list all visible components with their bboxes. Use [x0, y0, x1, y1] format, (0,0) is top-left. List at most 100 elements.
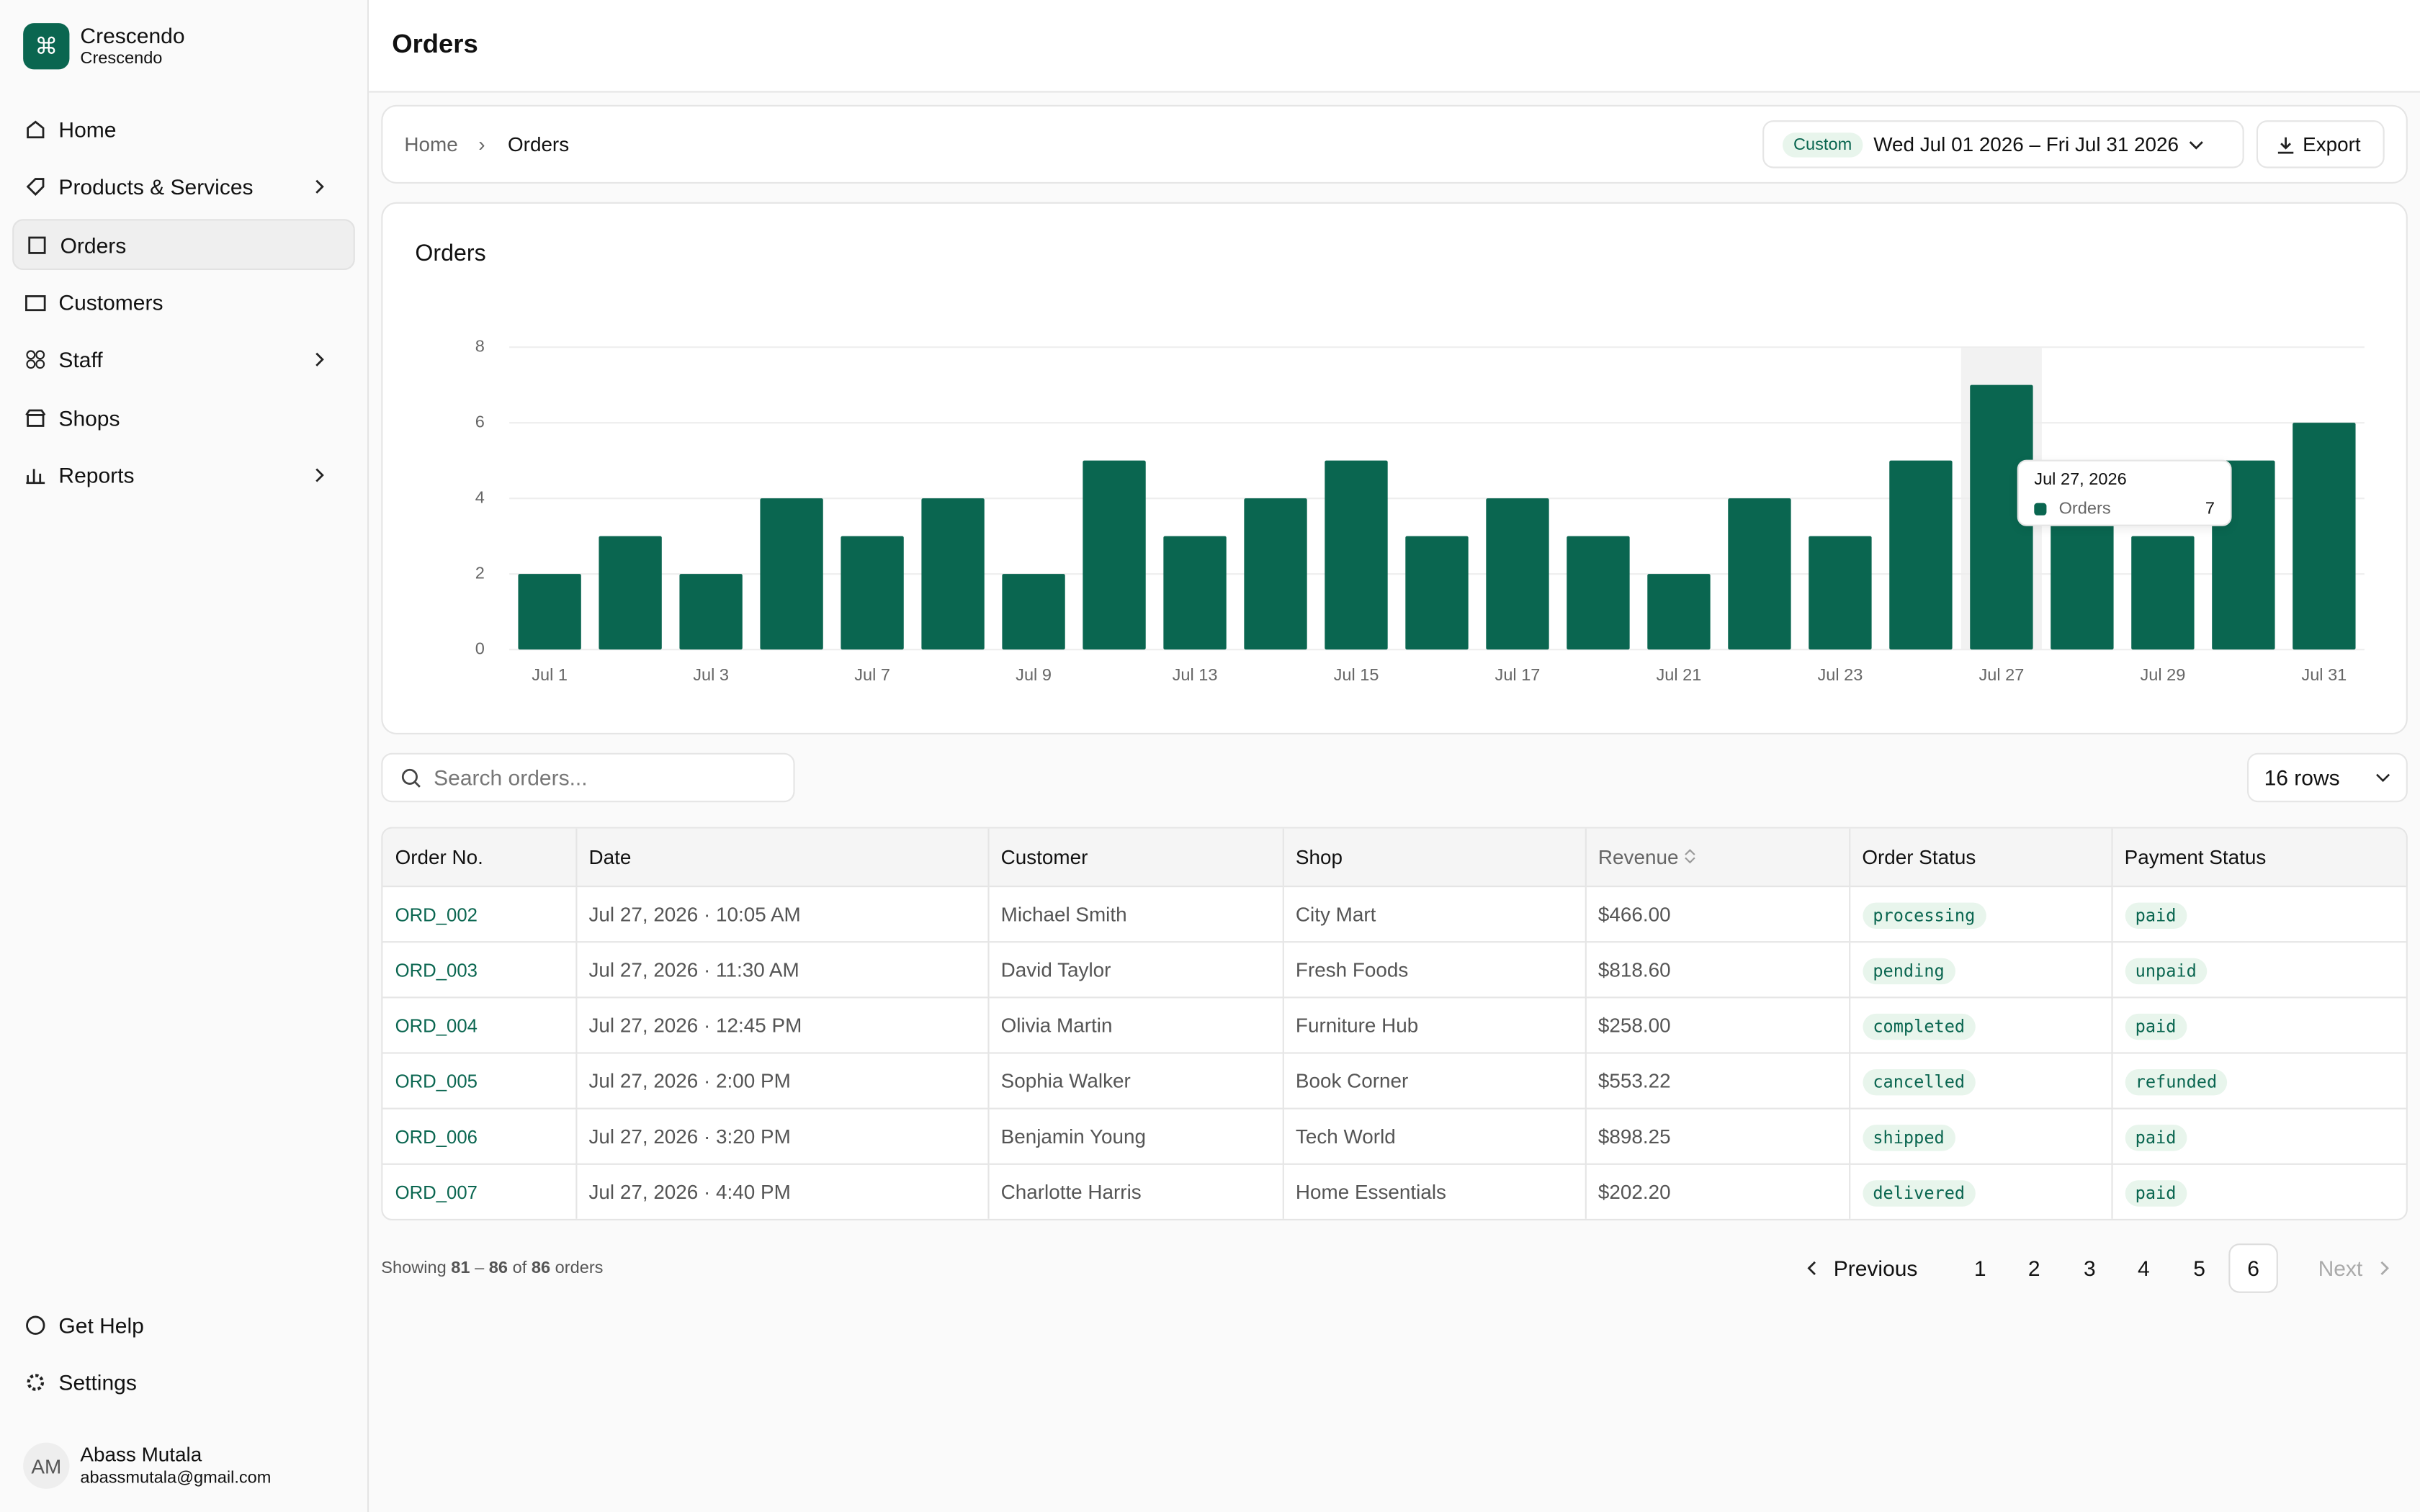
- tooltip-value: 7: [2205, 500, 2215, 518]
- bar: [2051, 498, 2114, 650]
- table-row: ORD_006 Jul 27, 2026 · 3:20 PM Benjamin Yo…: [382, 1108, 2406, 1165]
- table-cell: Benjamin Young: [987, 1108, 1283, 1165]
- x-tick-label: Jul 17: [1495, 665, 1541, 684]
- cell-text: Jul 27, 2026 · 4:40 PM: [588, 1180, 791, 1204]
- nav-item[interactable]: Shops: [12, 392, 355, 443]
- page-button[interactable]: 2: [2027, 1256, 2040, 1281]
- bar: [1083, 460, 1146, 650]
- tooltip-swatch: [2034, 503, 2047, 516]
- cell-text: $818.60: [1597, 958, 1671, 981]
- nav-item[interactable]: Customers: [12, 276, 355, 328]
- brand-sub: Crescendo: [80, 49, 163, 68]
- table-cell: City Mart: [1282, 886, 1586, 943]
- page-button[interactable]: 4: [2138, 1256, 2150, 1281]
- bar: [679, 574, 743, 650]
- page-title: Orders: [392, 29, 478, 59]
- status-badge: completed: [1862, 1013, 1976, 1040]
- date-range[interactable]: Custom Wed Jul 01 2026 – Fri Jul 31 2026: [1762, 120, 2244, 168]
- nav-item[interactable]: Get Help: [12, 1299, 355, 1350]
- showing-of: of: [512, 1259, 527, 1278]
- order-link[interactable]: ORD_004: [395, 1015, 478, 1037]
- nav-label: Products & Services: [58, 174, 254, 199]
- table-cell: paid: [2111, 997, 2406, 1054]
- breadcrumb-item[interactable]: Home: [404, 132, 458, 156]
- table-row: ORD_005 Jul 27, 2026 · 2:00 PM Sophia Walk…: [382, 1053, 2406, 1110]
- table-cell: ORD_004: [382, 997, 577, 1054]
- nav-item[interactable]: Products & Services: [12, 161, 355, 212]
- order-link[interactable]: ORD_002: [395, 904, 478, 926]
- bar: [1325, 460, 1388, 650]
- bar: [1889, 460, 1953, 650]
- table-cell: completed: [1849, 997, 2112, 1054]
- bar: [1647, 574, 1711, 650]
- table-card: Order No. Date Customer Shop Revenue Order S…: [381, 827, 2408, 1220]
- nav-item[interactable]: Reports: [12, 449, 355, 500]
- order-link[interactable]: ORD_007: [395, 1182, 478, 1204]
- x-tick-label: Jul 7: [854, 665, 890, 684]
- cell-text: Furniture Hub: [1295, 1013, 1419, 1037]
- search[interactable]: Search orders...: [381, 752, 795, 803]
- nav-item[interactable]: Settings: [12, 1356, 355, 1408]
- order-link[interactable]: ORD_006: [395, 1126, 478, 1148]
- cell-text: Jul 27, 2026 · 3:20 PM: [588, 1125, 791, 1148]
- bar: [1567, 536, 1630, 650]
- page-button[interactable]: 1: [1973, 1256, 1986, 1281]
- x-tick-label: Jul 15: [1334, 665, 1379, 684]
- avatar: AM: [23, 1442, 70, 1489]
- bar: [760, 498, 823, 650]
- status-badge: cancelled: [1862, 1069, 1976, 1096]
- x-tick-label: Jul 31: [2301, 665, 2347, 684]
- nav-item[interactable]: Orders: [12, 219, 355, 270]
- table-cell: Jul 27, 2026 · 3:20 PM: [575, 1108, 989, 1165]
- tooltip-title: Jul 27, 2026: [2034, 470, 2127, 490]
- column-header: Revenue: [1585, 828, 1850, 888]
- order-link[interactable]: ORD_005: [395, 1071, 478, 1093]
- prev-button[interactable]: Previous: [1806, 1256, 1917, 1281]
- x-tick-label: Jul 21: [1657, 665, 1702, 684]
- table-row: ORD_004 Jul 27, 2026 · 12:45 PM Olivia Mar…: [382, 997, 2406, 1054]
- export-button[interactable]: Export: [2256, 120, 2385, 168]
- status-badge: delivered: [1862, 1180, 1976, 1207]
- table-cell: paid: [2111, 886, 2406, 943]
- order-link[interactable]: ORD_003: [395, 959, 478, 981]
- table-cell: Jul 27, 2026 · 4:40 PM: [575, 1164, 989, 1219]
- nav-item[interactable]: Home: [12, 104, 355, 155]
- cell-text: Olivia Martin: [1000, 1013, 1113, 1037]
- bar: [599, 536, 662, 650]
- table-cell: pending: [1849, 942, 2112, 999]
- cell-text: Michael Smith: [1000, 902, 1127, 926]
- cell-text: Book Corner: [1295, 1069, 1409, 1093]
- tooltip: Jul 27, 2026 Orders 7: [2017, 459, 2232, 526]
- sort-icon[interactable]: [1684, 849, 1696, 864]
- next-button[interactable]: Next: [2318, 1256, 2390, 1281]
- column-header: Order No.: [382, 828, 577, 888]
- table-cell: $466.00: [1585, 886, 1850, 943]
- cell-text: Jul 27, 2026 · 11:30 AM: [588, 958, 799, 981]
- nav-label: Orders: [60, 232, 127, 257]
- y-tick-label: 6: [475, 412, 485, 431]
- nav-label: Home: [58, 116, 117, 142]
- nav-label: Customers: [58, 289, 163, 315]
- page-button[interactable]: 6: [2228, 1243, 2278, 1293]
- cell-text: $466.00: [1597, 902, 1671, 926]
- bar: [1002, 574, 1065, 650]
- cell-text: Benjamin Young: [1000, 1125, 1147, 1148]
- page-button[interactable]: 3: [2084, 1256, 2096, 1281]
- search-placeholder: Search orders...: [434, 765, 588, 791]
- table-cell: $898.25: [1585, 1108, 1850, 1165]
- export-label: Export: [2303, 132, 2361, 156]
- page-button[interactable]: 5: [2193, 1256, 2205, 1281]
- table-row: ORD_002 Jul 27, 2026 · 10:05 AM Michael Sm…: [382, 886, 2406, 943]
- nav-item[interactable]: Staff: [12, 333, 355, 384]
- date-label: Wed Jul 01 2026 – Fri Jul 31 2026: [1873, 132, 2179, 156]
- bar: [2293, 423, 2356, 650]
- table-cell: unpaid: [2111, 942, 2406, 999]
- table-cell: Sophia Walker: [987, 1053, 1283, 1110]
- bar: [1244, 498, 1307, 650]
- rows-select[interactable]: 16 rows: [2247, 752, 2408, 803]
- column-header: Customer: [987, 828, 1283, 888]
- cell-text: $258.00: [1597, 1013, 1671, 1037]
- table-cell: cancelled: [1849, 1053, 2112, 1110]
